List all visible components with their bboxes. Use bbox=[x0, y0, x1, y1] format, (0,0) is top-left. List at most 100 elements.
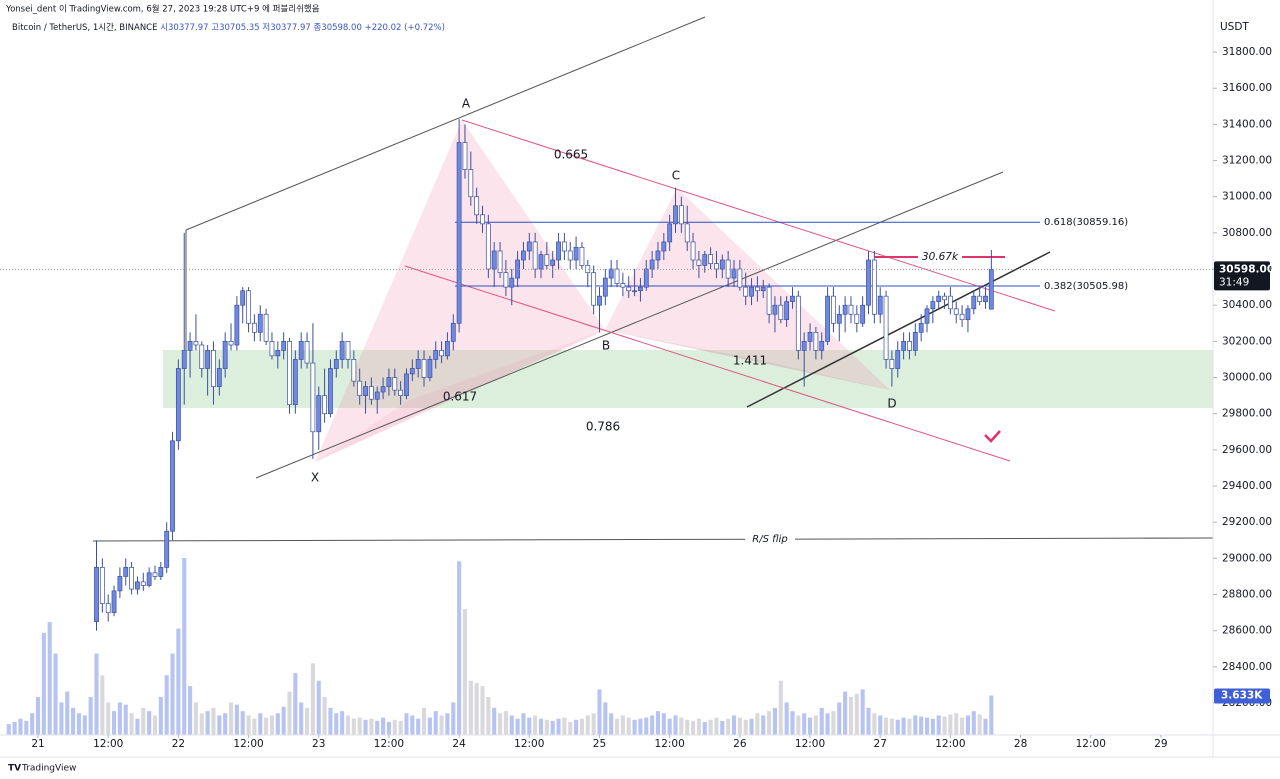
volume-bar bbox=[620, 715, 625, 735]
candle-body bbox=[480, 214, 485, 225]
volume-bar bbox=[767, 711, 772, 735]
candle-body bbox=[907, 341, 912, 351]
volume-bar bbox=[556, 718, 561, 735]
volume-bar bbox=[287, 691, 292, 735]
volume-bar bbox=[498, 713, 503, 735]
candle-body bbox=[339, 341, 345, 360]
volume-bar bbox=[720, 720, 725, 735]
candle-body bbox=[105, 603, 111, 613]
volume-bar bbox=[152, 715, 158, 735]
volume-bar bbox=[784, 702, 789, 735]
candle-body bbox=[427, 359, 433, 378]
candle-body bbox=[357, 380, 363, 396]
candle-body bbox=[263, 313, 269, 342]
volume-bar bbox=[293, 673, 298, 735]
candle-body bbox=[871, 259, 877, 315]
last-volume-box bbox=[1214, 688, 1270, 704]
fib-layer: 0.618(30859.16) 0.382(30505.98) bbox=[455, 217, 1128, 292]
volume-bar bbox=[726, 718, 731, 735]
candle-body bbox=[608, 268, 614, 279]
volume-bar bbox=[35, 696, 41, 735]
volume-bar bbox=[164, 675, 169, 735]
volume-bar bbox=[205, 711, 210, 735]
candle-body bbox=[181, 350, 187, 369]
candle-body bbox=[965, 308, 971, 321]
volume-bar bbox=[416, 718, 421, 735]
trend-line bbox=[746, 251, 1051, 408]
volume-bar bbox=[135, 718, 140, 735]
candle-body bbox=[825, 295, 830, 342]
volume-bar bbox=[568, 721, 573, 735]
volume-bar bbox=[94, 653, 99, 735]
volume-bar bbox=[363, 719, 368, 735]
candle-body bbox=[164, 530, 170, 568]
x-tick-label: 27 bbox=[874, 738, 887, 750]
last-price-label: 30598.00 bbox=[1219, 263, 1274, 275]
volume-bar bbox=[246, 715, 251, 735]
volume-bar bbox=[445, 713, 450, 735]
candle-body bbox=[719, 259, 725, 270]
volume-bar bbox=[714, 717, 719, 735]
ohlc-close: 종30598.00 bbox=[313, 23, 361, 33]
candle-body bbox=[895, 350, 901, 369]
y-tick-label: 30000.00 bbox=[1222, 372, 1272, 384]
candle-body bbox=[983, 295, 988, 302]
candle-body bbox=[936, 295, 942, 302]
volume-bar bbox=[603, 702, 608, 735]
volume-bar bbox=[708, 719, 713, 735]
x-tick-label: 12:00 bbox=[374, 738, 404, 750]
volume-bar bbox=[673, 715, 678, 735]
volume-bar bbox=[772, 707, 777, 735]
volume-bar bbox=[638, 718, 643, 735]
candle-body bbox=[807, 331, 813, 342]
candle-body bbox=[714, 263, 719, 270]
channel-line bbox=[404, 265, 1011, 462]
candle-body bbox=[696, 259, 702, 266]
volume-bar bbox=[234, 704, 239, 735]
candle-body bbox=[392, 377, 398, 391]
y-tick-label: 28800.00 bbox=[1222, 589, 1272, 601]
x-tick-label: 26 bbox=[733, 738, 747, 750]
volume-bar bbox=[351, 718, 356, 735]
candle-body bbox=[146, 572, 152, 586]
volume-bar bbox=[41, 632, 46, 735]
volume-bar bbox=[977, 714, 982, 735]
ratio-label: 0.786 bbox=[586, 420, 620, 434]
candle-body bbox=[930, 301, 936, 310]
candle-body bbox=[942, 295, 947, 301]
point-label: X bbox=[311, 471, 319, 485]
candle-body bbox=[801, 341, 807, 351]
volume-bar bbox=[170, 653, 175, 735]
volume-bar bbox=[737, 717, 742, 735]
volume-bar bbox=[585, 715, 590, 735]
volume-bar bbox=[123, 704, 128, 735]
volume-bar bbox=[503, 711, 508, 735]
candle-body bbox=[784, 301, 790, 321]
volume-bar bbox=[866, 707, 871, 735]
candle-body bbox=[415, 359, 421, 369]
x-tick-label: 12:00 bbox=[93, 738, 123, 750]
pattern-xb bbox=[315, 330, 605, 462]
candle-body bbox=[953, 308, 959, 315]
volume-bar bbox=[702, 721, 707, 735]
volume-bar bbox=[433, 711, 438, 735]
volume-bar bbox=[960, 717, 965, 735]
candle-body bbox=[649, 259, 655, 270]
y-tick-label: 30800.00 bbox=[1222, 227, 1272, 239]
x-tick-label: 12:00 bbox=[655, 738, 685, 750]
volume-bar bbox=[591, 713, 596, 735]
candle-body bbox=[813, 331, 819, 351]
y-tick-label: 31800.00 bbox=[1222, 46, 1272, 58]
candle-body bbox=[521, 250, 526, 261]
volume-bar bbox=[661, 713, 666, 735]
volume-bar bbox=[468, 680, 473, 735]
candle-body bbox=[526, 241, 532, 252]
volume-bar bbox=[533, 715, 538, 735]
candle-body bbox=[556, 241, 561, 261]
volume-bar bbox=[755, 713, 760, 735]
countdown: 31:49 bbox=[1219, 276, 1249, 288]
x-tick-label: 12:00 bbox=[233, 738, 263, 750]
volume-bar bbox=[562, 717, 567, 735]
volume-bar bbox=[685, 719, 690, 735]
